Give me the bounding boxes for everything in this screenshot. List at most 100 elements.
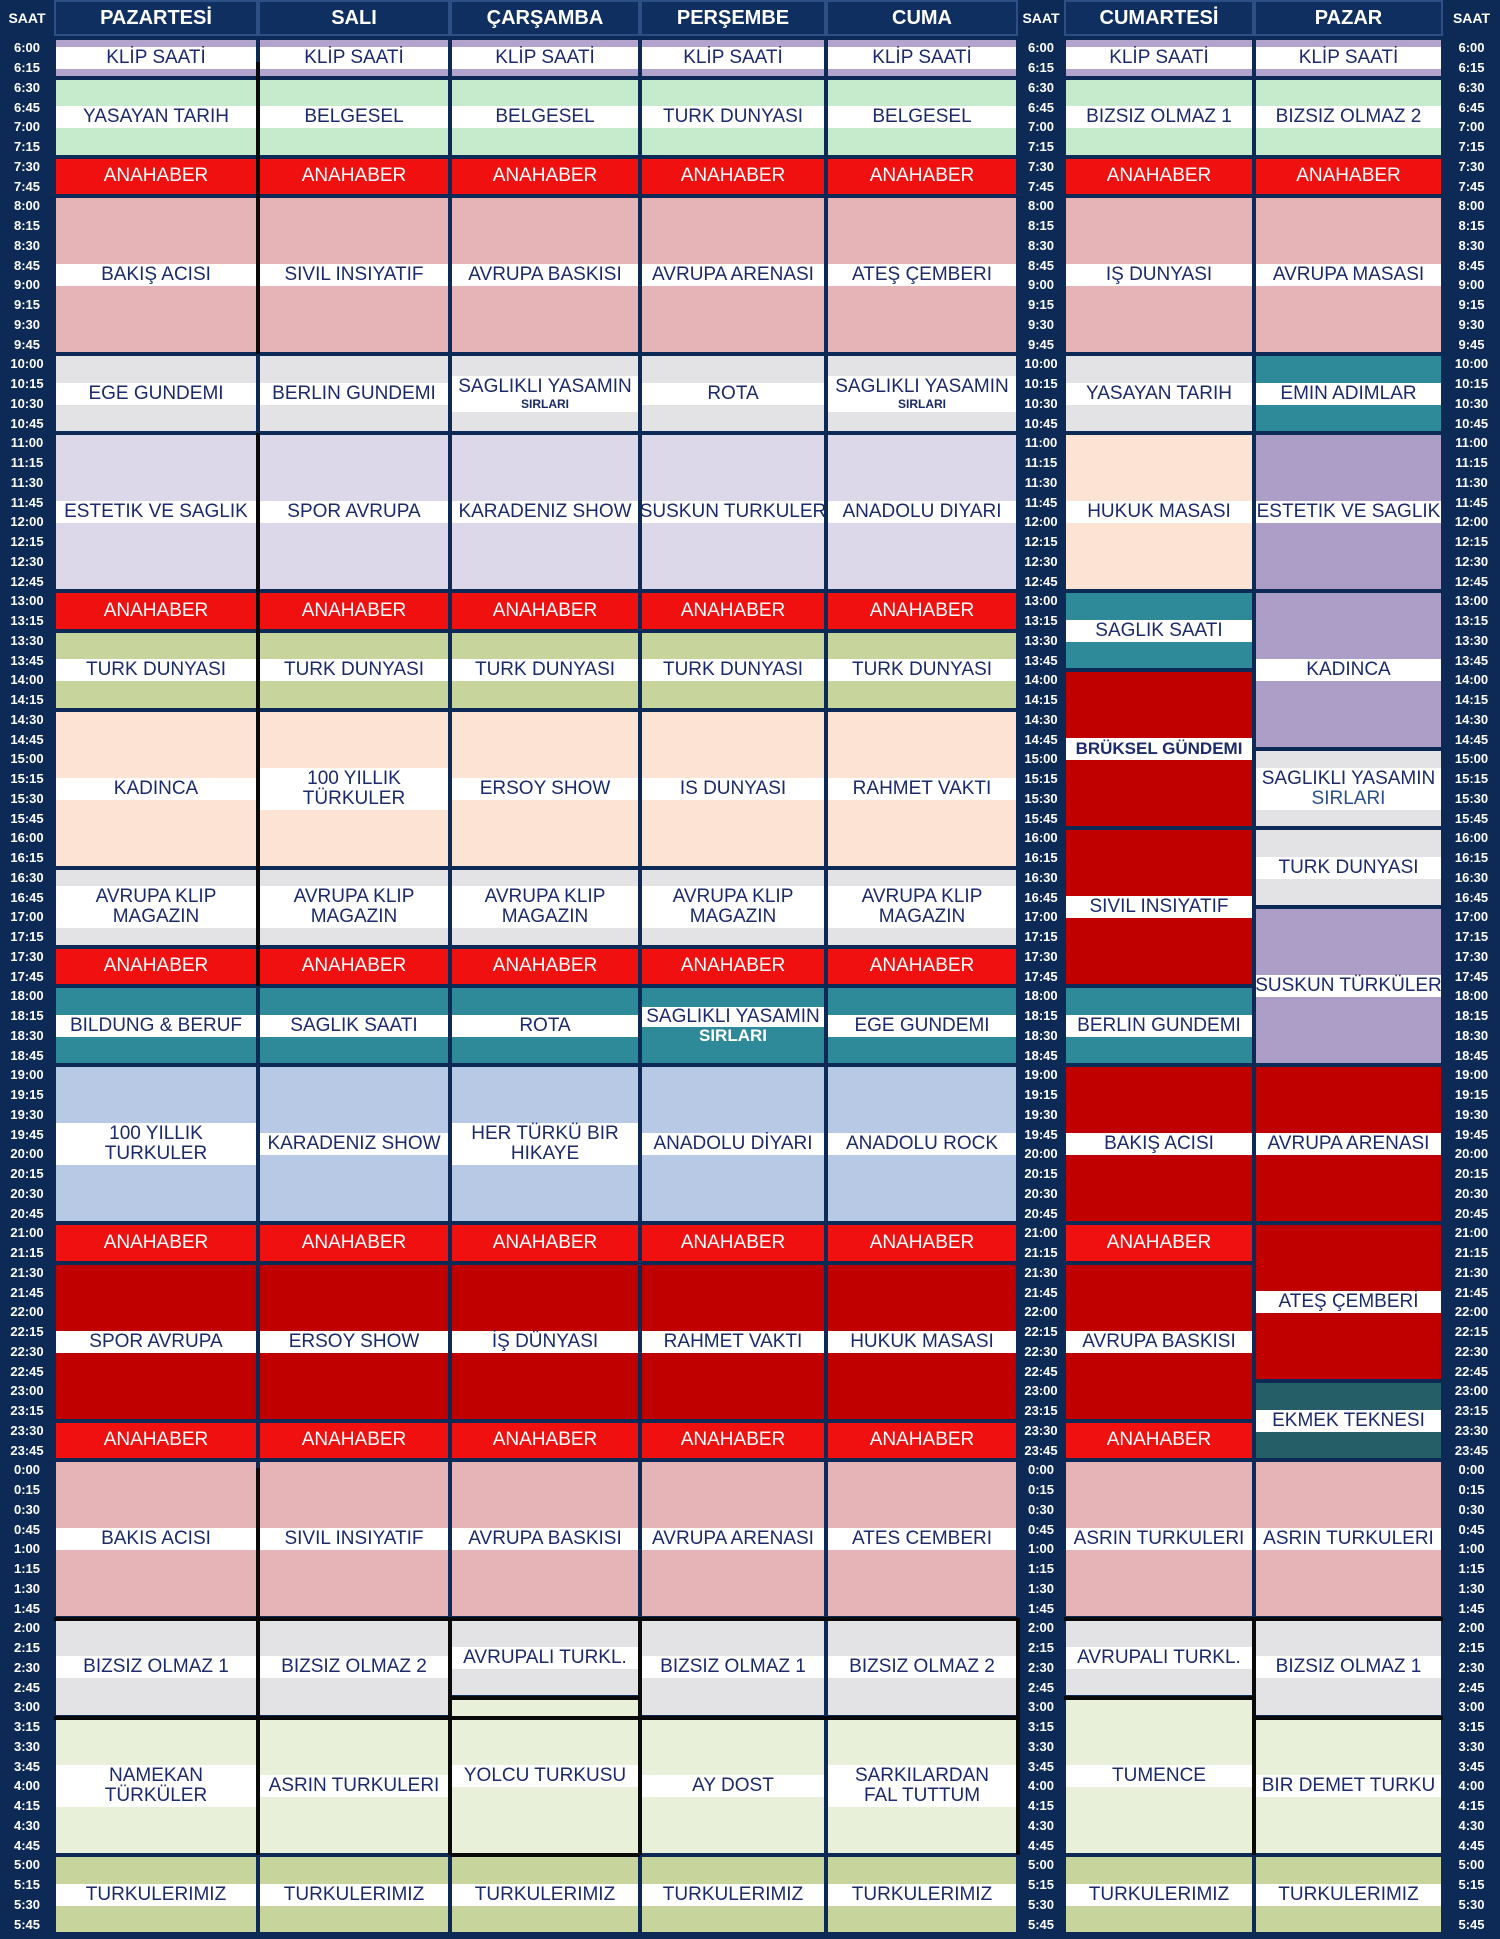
program-cell[interactable]: ASRIN TURKULERI bbox=[1256, 1462, 1441, 1616]
program-cell[interactable]: HUKUK MASASI bbox=[1066, 435, 1252, 589]
program-cell[interactable]: SPOR AVRUPA bbox=[56, 1264, 256, 1419]
program-cell[interactable]: KLİP SAATİ bbox=[1256, 40, 1441, 76]
program-cell[interactable]: TURKULERIMIZ bbox=[56, 1857, 256, 1932]
program-cell[interactable]: KADINCA bbox=[56, 711, 256, 866]
program-cell[interactable]: SIVIL INSIYATIF bbox=[260, 1462, 448, 1616]
program-cell[interactable]: ANAHABER bbox=[828, 593, 1016, 629]
program-cell[interactable]: KLİP SAATİ bbox=[56, 40, 256, 76]
program-cell[interactable]: ESTETIK VE SAGLIK bbox=[56, 435, 256, 589]
program-cell[interactable]: BELGESEL bbox=[260, 79, 448, 155]
program-cell[interactable]: AVRUPA KLIP MAGAZIN bbox=[260, 869, 448, 945]
program-cell[interactable]: ANAHABER bbox=[828, 158, 1016, 194]
program-cell[interactable]: BELGESEL bbox=[828, 79, 1016, 155]
program-cell[interactable]: RAHMET VAKTI bbox=[828, 711, 1016, 866]
program-cell[interactable]: SAGLIKLI YASAMIN SIRLARI bbox=[642, 988, 824, 1063]
program-cell[interactable]: ASRIN TURKULERI bbox=[260, 1718, 448, 1853]
program-cell[interactable]: ANAHABER bbox=[260, 948, 448, 984]
program-cell[interactable]: SUSKUN TURKULER bbox=[642, 435, 824, 589]
program-cell[interactable]: ERSOY SHOW bbox=[260, 1264, 448, 1419]
program-cell[interactable]: AVRUPA BASKISI bbox=[452, 198, 638, 352]
program-cell[interactable]: BIZSIZ OLMAZ 2 bbox=[1256, 79, 1441, 155]
program-cell[interactable]: İŞ DÜNYASI bbox=[452, 1264, 638, 1419]
program-cell[interactable]: ANAHABER bbox=[56, 1225, 256, 1261]
program-cell[interactable]: ANAHABER bbox=[642, 1422, 824, 1458]
program-cell[interactable]: SAGLIKLI YASAMIN SIRLARI bbox=[452, 356, 638, 431]
program-cell[interactable]: AVRUPALI TURKL. bbox=[452, 1620, 638, 1695]
program-cell[interactable]: NAMEKAN TÜRKÜLER bbox=[56, 1718, 256, 1853]
program-cell[interactable]: ANAHABER bbox=[56, 158, 256, 194]
program-cell[interactable]: SUSKUN TÜRKÜLER bbox=[1256, 909, 1441, 1063]
program-cell[interactable]: TURK DUNYASI bbox=[642, 79, 824, 155]
program-cell[interactable]: ERSOY SHOW bbox=[452, 711, 638, 866]
program-cell[interactable]: AVRUPA KLIP MAGAZIN bbox=[452, 869, 638, 945]
program-cell[interactable]: SARKILARDAN FAL TUTTUM bbox=[828, 1718, 1016, 1853]
program-cell[interactable]: BIZSIZ OLMAZ 1 bbox=[642, 1620, 824, 1715]
program-cell[interactable]: IŞ DUNYASI bbox=[1066, 198, 1252, 352]
program-cell[interactable]: TURKULERIMIZ bbox=[828, 1857, 1016, 1932]
program-cell[interactable]: BIZSIZ OLMAZ 2 bbox=[828, 1620, 1016, 1715]
program-cell[interactable]: ROTA bbox=[452, 988, 638, 1063]
program-cell[interactable]: ASRIN TURKULERI bbox=[1066, 1462, 1252, 1616]
program-cell[interactable]: ANAHABER bbox=[452, 948, 638, 984]
program-cell[interactable]: AVRUPALI TURKL. bbox=[1066, 1620, 1252, 1695]
program-cell[interactable]: TURK DUNYASI bbox=[642, 632, 824, 708]
program-cell[interactable]: ANAHABER bbox=[452, 593, 638, 629]
program-cell[interactable]: ANAHABER bbox=[260, 158, 448, 194]
program-cell[interactable]: ANADOLU DİYARI bbox=[642, 1067, 824, 1221]
program-cell[interactable]: ANADOLU ROCK bbox=[828, 1067, 1016, 1221]
program-cell[interactable]: BAKIŞ ACISI bbox=[1066, 1067, 1252, 1221]
program-cell[interactable]: ANAHABER bbox=[642, 593, 824, 629]
program-cell[interactable]: ANAHABER bbox=[1066, 158, 1252, 194]
program-cell[interactable]: ANAHABER bbox=[828, 1422, 1016, 1458]
program-cell[interactable]: ANAHABER bbox=[56, 948, 256, 984]
program-cell[interactable]: BERLIN GUNDEMI bbox=[1066, 988, 1252, 1063]
program-cell[interactable]: BERLIN GUNDEMI bbox=[260, 356, 448, 431]
program-cell[interactable]: KARADENIZ SHOW bbox=[452, 435, 638, 589]
program-cell[interactable]: HUKUK MASASI bbox=[828, 1264, 1016, 1419]
program-cell[interactable]: RAHMET VAKTI bbox=[642, 1264, 824, 1419]
program-cell[interactable]: TURKULERIMIZ bbox=[260, 1857, 448, 1932]
program-cell[interactable]: AY DOST bbox=[642, 1718, 824, 1853]
program-cell[interactable]: TURK DUNYASI bbox=[1256, 830, 1441, 905]
program-cell[interactable]: EMIN ADIMLAR bbox=[1256, 356, 1441, 431]
program-cell[interactable]: ANAHABER bbox=[642, 158, 824, 194]
program-cell[interactable]: AVRUPA KLIP MAGAZIN bbox=[56, 869, 256, 945]
program-cell[interactable]: AVRUPA KLIP MAGAZIN bbox=[642, 869, 824, 945]
program-cell[interactable]: TURK DUNYASI bbox=[56, 632, 256, 708]
program-cell[interactable]: 100 YILLIK TÜRKULER bbox=[260, 711, 448, 866]
program-cell[interactable]: BIZSIZ OLMAZ 2 bbox=[260, 1620, 448, 1715]
program-cell[interactable]: AVRUPA ARENASI bbox=[1256, 1067, 1441, 1221]
program-cell[interactable]: SPOR AVRUPA bbox=[260, 435, 448, 589]
program-cell[interactable]: ANAHABER bbox=[260, 1225, 448, 1261]
program-cell[interactable]: YASAYAN TARIH bbox=[1066, 356, 1252, 431]
program-cell[interactable]: AVRUPA KLIP MAGAZIN bbox=[828, 869, 1016, 945]
program-cell[interactable]: ANAHABER bbox=[828, 1225, 1016, 1261]
program-cell[interactable]: ANAHABER bbox=[642, 1225, 824, 1261]
program-cell[interactable]: BILDUNG & BERUF bbox=[56, 988, 256, 1063]
program-cell[interactable]: ANAHABER bbox=[1066, 1225, 1252, 1261]
program-cell[interactable]: ANADOLU DIYARI bbox=[828, 435, 1016, 589]
program-cell[interactable]: TUMENCE bbox=[1066, 1699, 1252, 1853]
program-cell[interactable]: AVRUPA BASKISI bbox=[1066, 1264, 1252, 1419]
program-cell[interactable]: YASAYAN TARIH bbox=[56, 79, 256, 155]
program-cell[interactable]: EGE GUNDEMI bbox=[828, 988, 1016, 1063]
program-cell[interactable]: 100 YILLIK TURKULER bbox=[56, 1067, 256, 1221]
program-cell[interactable]: BIZSIZ OLMAZ 1 bbox=[1256, 1620, 1441, 1715]
program-cell[interactable]: ANAHABER bbox=[452, 158, 638, 194]
program-cell[interactable]: KLİP SAATİ bbox=[642, 40, 824, 76]
program-cell[interactable]: ANAHABER bbox=[260, 1422, 448, 1458]
program-cell[interactable]: AVRUPA ARENASI bbox=[642, 1462, 824, 1616]
program-cell[interactable]: ATEŞ ÇEMBERİ bbox=[1256, 1225, 1441, 1379]
program-cell[interactable]: IS DUNYASI bbox=[642, 711, 824, 866]
program-cell[interactable]: SAGLIKLI YASAMIN SIRLARI bbox=[1256, 751, 1441, 826]
program-cell[interactable]: ANAHABER bbox=[452, 1225, 638, 1261]
program-cell[interactable]: ANAHABER bbox=[828, 948, 1016, 984]
program-cell[interactable]: EGE GUNDEMI bbox=[56, 356, 256, 431]
program-cell[interactable]: KLİP SAATİ bbox=[828, 40, 1016, 76]
program-cell[interactable]: KLİP SAATİ bbox=[452, 40, 638, 76]
program-cell[interactable]: SAGLIKLI YASAMIN SIRLARI bbox=[828, 356, 1016, 431]
program-cell[interactable]: BIR DEMET TURKU bbox=[1256, 1718, 1441, 1853]
program-cell[interactable]: BRÜKSEL GÜNDEMI bbox=[1066, 672, 1252, 826]
program-cell[interactable]: TURK DUNYASI bbox=[452, 632, 638, 708]
program-cell[interactable]: KADINCA bbox=[1256, 593, 1441, 747]
